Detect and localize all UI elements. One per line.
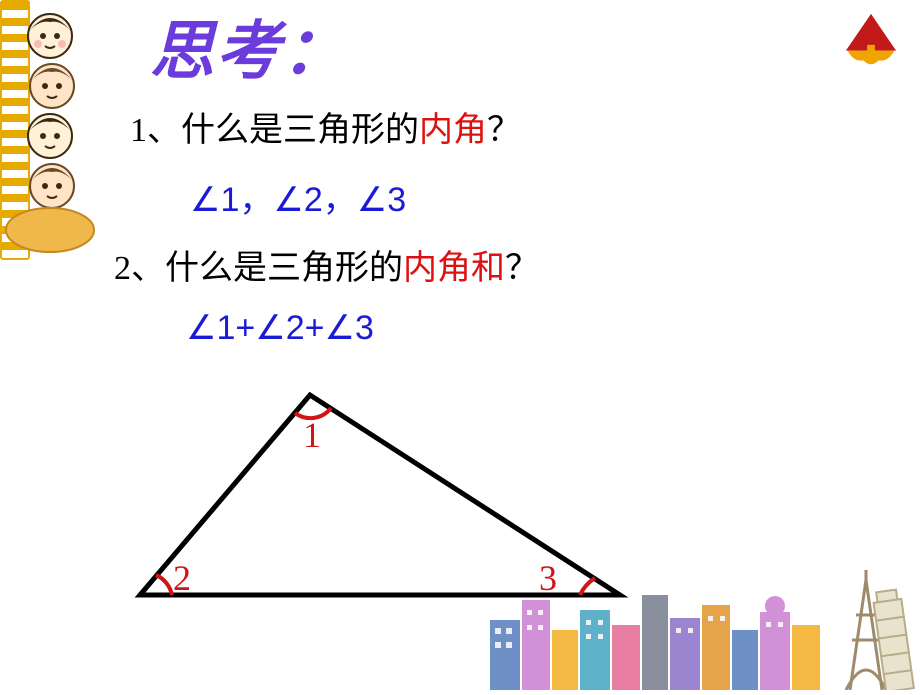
badge-icon	[842, 12, 900, 70]
kids-faces-icon	[0, 0, 100, 260]
answer-1: ∠1，∠2，∠3	[190, 172, 406, 221]
left-decoration	[0, 0, 100, 260]
slide-title: 思考：	[150, 0, 348, 92]
q2-prefix: 2、什么是三角形的	[114, 250, 403, 287]
angle-1-label: 1	[303, 415, 321, 455]
q1-prefix: 1、什么是三角形的	[130, 112, 419, 149]
angle-2-arc	[156, 575, 172, 595]
q1-suffix: ？	[487, 112, 521, 149]
angle-2-label: 2	[173, 558, 191, 598]
answer-2: ∠1+∠2+∠3	[186, 308, 374, 348]
skyline-decoration	[490, 570, 920, 690]
q2-suffix: ？	[505, 250, 539, 287]
question-2: 2、什么是三角形的内角和？	[114, 240, 539, 289]
q2-highlight: 内角和	[403, 250, 505, 287]
question-1: 1、什么是三角形的内角？	[130, 102, 521, 151]
q1-highlight: 内角	[419, 112, 487, 149]
